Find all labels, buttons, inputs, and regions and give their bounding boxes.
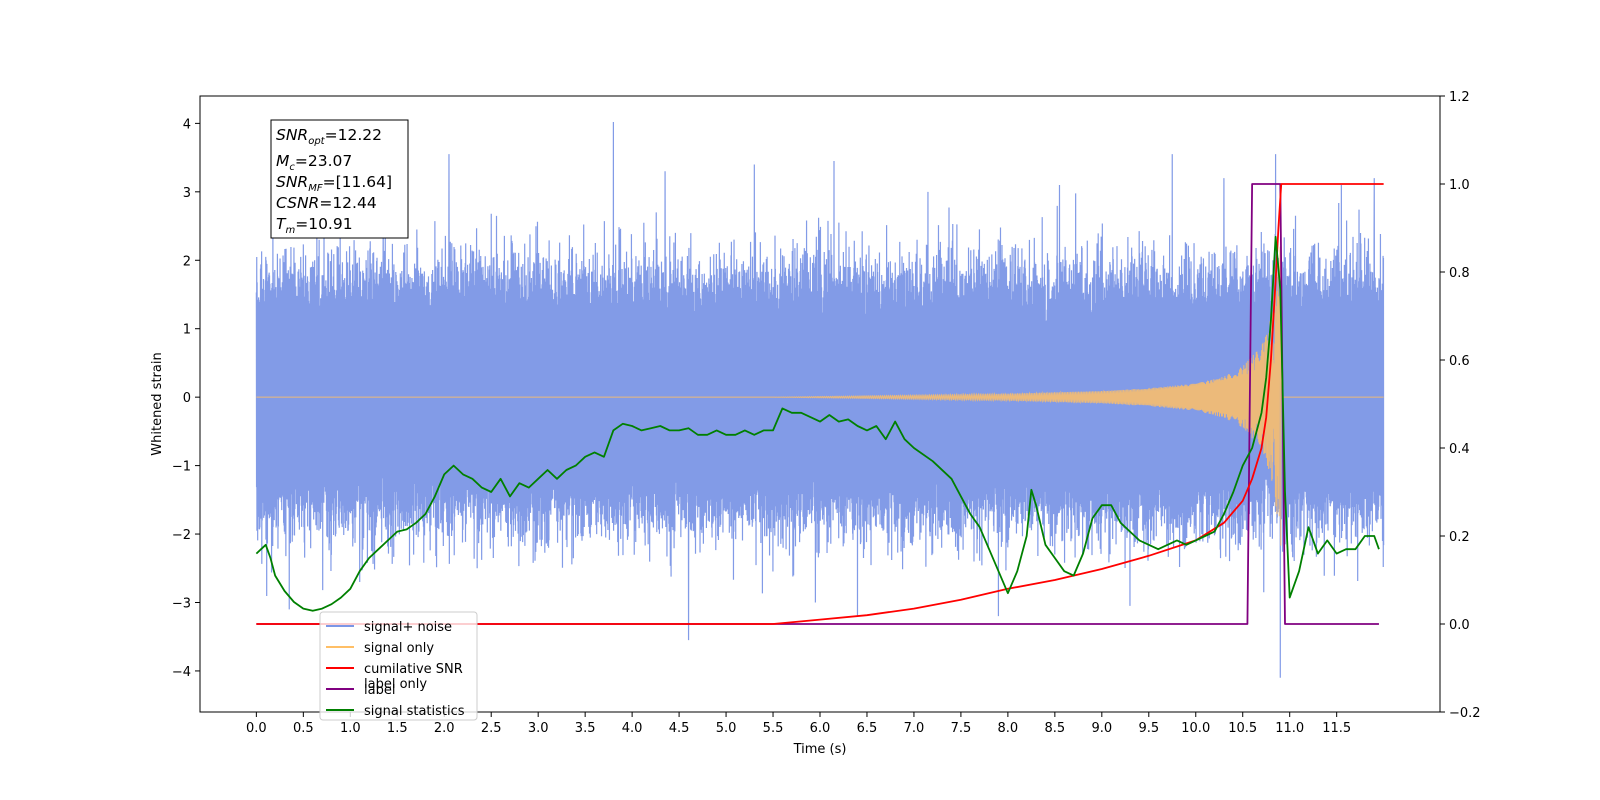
plot-area <box>255 122 1385 678</box>
x-tick-label-4: 2.0 <box>434 721 455 736</box>
annotation-csnr: CSNR=12.44 <box>276 194 377 212</box>
series-signal-only <box>256 246 1384 546</box>
x-tick-label-8: 4.0 <box>622 721 643 736</box>
y2-tick-label-1: 1.0 <box>1449 178 1470 193</box>
series-label <box>256 183 1379 625</box>
x-tick-label-12: 6.0 <box>810 721 831 736</box>
legend-label-0: signal+ noise <box>364 620 452 635</box>
x-tick-label-16: 8.0 <box>998 721 1019 736</box>
x-tick-label-19: 9.5 <box>1138 721 1159 736</box>
x-tick-label-21: 10.5 <box>1228 721 1257 736</box>
y2-tick-label-3: 0.6 <box>1449 354 1470 369</box>
legend: label only signal+ noise signal only cumil… <box>319 611 478 721</box>
legend-label-4: signal statistics <box>364 704 465 719</box>
y2-tick-label-4: 0.4 <box>1449 442 1470 457</box>
x-axis: 0.0 0.5 1.0 1.5 2.0 2.5 3.0 3.5 4.0 4.5 5.0 5.5 6.0 6… <box>246 712 1351 736</box>
y-tick-label-2: 2 <box>183 254 191 269</box>
x-tick-label-1: 0.5 <box>293 721 314 736</box>
legend-label-3: label <box>364 683 395 698</box>
x-axis-label: Time (s) <box>793 742 847 757</box>
x-tick-label-3: 1.5 <box>387 721 408 736</box>
annotation-snr-opt: SNRopt=12.22 <box>276 126 382 147</box>
annotation-tm: Tm=10.91 <box>276 215 353 236</box>
legend-label-2: cumilative SNR <box>364 662 463 677</box>
x-tick-label-18: 9.0 <box>1091 721 1112 736</box>
x-tick-label-23: 11.5 <box>1322 721 1351 736</box>
legend-frame <box>319 611 478 721</box>
x-tick-label-7: 3.5 <box>575 721 596 736</box>
x-tick-label-0: 0.0 <box>246 721 267 736</box>
x-tick-label-6: 3.0 <box>528 721 549 736</box>
x-tick-label-10: 5.0 <box>716 721 737 736</box>
series-signal-noise <box>255 122 1385 678</box>
y2-tick-label-7: −0.2 <box>1449 706 1481 721</box>
x-tick-label-9: 4.5 <box>669 721 690 736</box>
x-tick-label-15: 7.5 <box>951 721 972 736</box>
x-tick-label-2: 1.0 <box>340 721 361 736</box>
y2-tick-label-0: 1.2 <box>1449 90 1470 105</box>
x-tick-label-11: 5.5 <box>763 721 784 736</box>
y-axis-right: 1.2 1.0 0.8 0.6 0.4 0.2 0.0 −0.2 <box>1440 90 1481 721</box>
y-tick-label-7: −3 <box>172 596 191 611</box>
y-tick-label-4: 0 <box>183 391 191 406</box>
y-tick-label-0: 4 <box>183 117 191 132</box>
annotation-frame <box>270 119 409 239</box>
y-axis-label: Whitened strain <box>150 352 165 455</box>
legend-hidden-text: label only <box>364 677 427 692</box>
series-signal-statistics <box>255 235 1380 612</box>
annotation-snr-mf: SNRMF=[11.64] <box>276 173 392 194</box>
y-tick-label-6: −2 <box>172 528 191 543</box>
y-tick-label-1: 3 <box>183 186 191 201</box>
x-tick-label-20: 10.0 <box>1181 721 1210 736</box>
y2-tick-label-6: 0.0 <box>1449 618 1470 633</box>
y2-tick-label-2: 0.8 <box>1449 266 1470 281</box>
y-tick-label-3: 1 <box>183 323 191 338</box>
x-tick-label-22: 11.0 <box>1275 721 1304 736</box>
x-tick-label-5: 2.5 <box>481 721 502 736</box>
metrics-annotation-box: SNRopt=12.22 Mc=23.07 SNRMF=[11.64] CSNR… <box>270 119 409 239</box>
x-tick-label-14: 7.0 <box>904 721 925 736</box>
x-tick-label-13: 6.5 <box>857 721 878 736</box>
y-tick-label-5: −1 <box>172 460 191 475</box>
y-tick-label-8: −4 <box>172 665 191 680</box>
x-tick-label-17: 8.5 <box>1045 721 1066 736</box>
annotation-mc: Mc=23.07 <box>276 152 352 173</box>
y-axis-left: 4 3 2 1 0 −1 −2 −3 −4 <box>172 117 200 680</box>
legend-label-1: signal only <box>364 641 434 656</box>
y2-tick-label-5: 0.2 <box>1449 530 1470 545</box>
